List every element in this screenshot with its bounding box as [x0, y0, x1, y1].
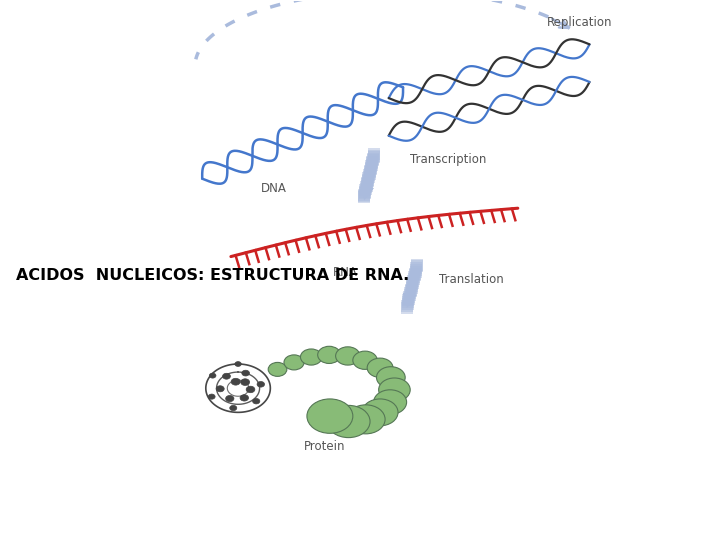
Point [405, 287, 416, 296]
Point [407, 280, 418, 289]
Point [366, 160, 377, 169]
Circle shape [253, 399, 260, 404]
Point [360, 184, 372, 193]
Circle shape [377, 367, 405, 388]
Circle shape [216, 386, 224, 392]
Point [410, 267, 421, 276]
Point [410, 264, 422, 273]
Point [410, 266, 422, 274]
Point [361, 180, 373, 188]
Circle shape [379, 378, 410, 402]
Circle shape [284, 355, 304, 370]
Text: Protein: Protein [303, 440, 345, 453]
Point [366, 162, 377, 171]
Point [402, 296, 414, 305]
Point [364, 170, 375, 178]
Point [363, 174, 374, 183]
Point [366, 158, 378, 166]
Point [359, 187, 371, 196]
Point [411, 262, 423, 271]
Point [412, 260, 423, 269]
Point [406, 282, 418, 291]
Circle shape [336, 347, 360, 365]
Circle shape [210, 373, 216, 378]
Point [362, 177, 374, 186]
Point [402, 298, 414, 307]
Point [404, 291, 415, 299]
Point [403, 294, 415, 303]
Circle shape [300, 349, 322, 365]
Point [409, 271, 420, 280]
Point [368, 152, 379, 160]
Point [402, 300, 413, 308]
Circle shape [362, 399, 398, 426]
Circle shape [246, 386, 255, 393]
Point [360, 186, 372, 194]
Point [359, 188, 371, 197]
Text: Translation: Translation [439, 273, 504, 286]
Text: Transcription: Transcription [410, 153, 487, 166]
Point [359, 190, 370, 199]
Circle shape [225, 395, 234, 402]
Point [406, 284, 418, 292]
Circle shape [353, 351, 377, 369]
Point [366, 159, 378, 168]
Point [365, 164, 377, 172]
Point [361, 183, 372, 191]
Circle shape [230, 406, 237, 410]
Point [401, 303, 413, 312]
Point [364, 171, 375, 180]
Point [367, 154, 379, 163]
Text: DNA: DNA [261, 182, 287, 195]
Point [407, 278, 418, 287]
Point [361, 178, 373, 187]
Point [364, 168, 376, 177]
Point [405, 289, 416, 298]
Circle shape [268, 362, 287, 376]
Point [405, 285, 417, 294]
Point [401, 301, 413, 310]
Text: ACIDOS  NUCLEICOS: ESTRUCTURA DE RNA.: ACIDOS NUCLEICOS: ESTRUCTURA DE RNA. [16, 268, 409, 283]
Circle shape [257, 381, 264, 387]
Point [367, 156, 379, 165]
Text: RNA: RNA [333, 266, 358, 279]
Point [365, 165, 377, 174]
Point [369, 150, 380, 159]
Point [358, 193, 369, 202]
Point [364, 166, 376, 175]
Point [361, 181, 372, 190]
Circle shape [208, 394, 215, 399]
Point [408, 273, 420, 281]
Circle shape [222, 373, 230, 379]
Point [408, 275, 420, 284]
Circle shape [242, 370, 249, 376]
Point [408, 276, 419, 285]
Circle shape [240, 395, 248, 401]
Point [403, 293, 415, 301]
Point [358, 192, 369, 200]
Circle shape [374, 390, 407, 415]
Text: Replication: Replication [546, 16, 612, 29]
Circle shape [231, 379, 240, 385]
Point [363, 172, 374, 181]
Circle shape [367, 358, 393, 377]
Circle shape [346, 405, 385, 434]
Circle shape [240, 379, 250, 386]
Circle shape [307, 399, 353, 433]
Point [362, 176, 374, 184]
Circle shape [327, 406, 370, 437]
Circle shape [235, 362, 241, 367]
Point [368, 153, 379, 162]
Point [410, 269, 421, 278]
Circle shape [318, 346, 341, 363]
